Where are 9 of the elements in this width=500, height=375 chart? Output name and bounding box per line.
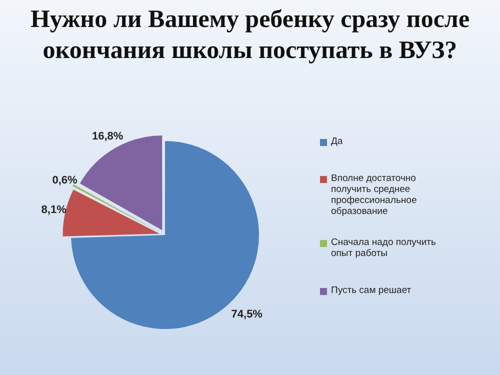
data-label: 8,1% — [41, 204, 67, 216]
data-label: 0,6% — [52, 174, 78, 187]
legend-label: Вполне достаточно получить среднее профессиональное образование — [331, 173, 418, 217]
chart-title: Нужно ли Вашему ребенку сразу после окончания школы поступать в ВУЗ? — [29, 5, 471, 66]
data-label: 16,8% — [92, 130, 124, 143]
legend-label: Да — [331, 136, 344, 147]
legend-label: Пусть сам решает — [331, 285, 412, 296]
legend-label: Сначала надо получить опыт работы — [331, 237, 437, 259]
data-label: 74,5% — [231, 308, 263, 320]
